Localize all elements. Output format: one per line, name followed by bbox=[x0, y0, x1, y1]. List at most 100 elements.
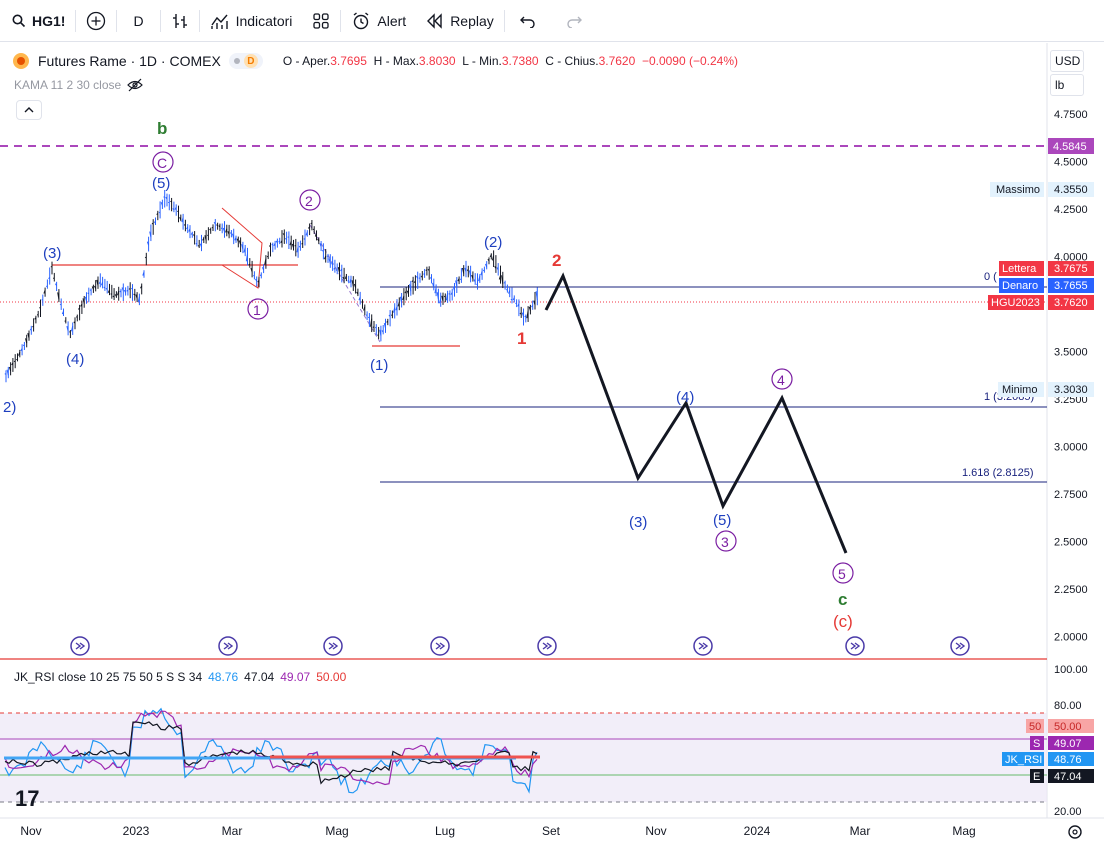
price-tick-label: 4.5000 bbox=[1054, 157, 1088, 169]
event-marker-icon[interactable] bbox=[537, 636, 557, 656]
price-bar-tick bbox=[498, 275, 501, 280]
currency-unit-selector: USD lb bbox=[1050, 50, 1084, 98]
price-bar-tick bbox=[213, 221, 216, 225]
kama-label: KAMA 11 2 30 close bbox=[14, 78, 122, 92]
high-value: 3.8030 bbox=[418, 54, 456, 68]
price-bar-tick bbox=[117, 290, 120, 296]
event-marker-icon[interactable] bbox=[323, 636, 343, 656]
symbol-search-button[interactable]: HG1! bbox=[0, 0, 75, 42]
price-bar-tick bbox=[160, 202, 163, 206]
interval-button[interactable]: D bbox=[117, 0, 159, 42]
add-circle-icon bbox=[87, 11, 106, 30]
alert-button[interactable]: Alert bbox=[341, 0, 416, 42]
indicators-button[interactable]: Indicatori bbox=[200, 0, 303, 42]
price-bar-tick bbox=[13, 360, 16, 363]
time-axis-label: Set bbox=[542, 824, 561, 838]
price-bar-tick bbox=[275, 240, 278, 244]
price-bar-tick bbox=[6, 369, 9, 376]
fib-0-label: 0 ( bbox=[984, 271, 997, 283]
price-bar-tick bbox=[491, 255, 495, 261]
price-bar-tick bbox=[234, 237, 237, 241]
price-bar-tick bbox=[59, 303, 62, 306]
open-label: O - Aper. bbox=[282, 54, 331, 68]
price-bar-tick bbox=[420, 275, 423, 278]
divider bbox=[75, 9, 77, 32]
price-bar-tick bbox=[402, 295, 405, 301]
price-bar-tick bbox=[25, 338, 28, 344]
undo-icon bbox=[519, 16, 535, 28]
event-marker-icon[interactable] bbox=[845, 636, 865, 656]
price-bar-tick bbox=[370, 318, 373, 327]
price-bar-tick bbox=[448, 293, 451, 295]
price-bar-tick bbox=[20, 348, 23, 352]
price-bar-tick bbox=[91, 286, 94, 290]
price-tick-label: 4.7500 bbox=[1054, 109, 1088, 121]
collapse-legend-button[interactable] bbox=[16, 100, 42, 120]
chart-legend: Futures Rame · 1D · COMEX D O - Aper.3.7… bbox=[12, 52, 738, 70]
close-label: C - Chius. bbox=[545, 54, 599, 68]
price-bar-tick bbox=[57, 292, 60, 300]
price-bar-tick bbox=[526, 310, 529, 319]
contract-badge bbox=[1048, 295, 1094, 310]
price-bar-tick bbox=[218, 225, 221, 228]
price-bar-tick bbox=[517, 303, 520, 307]
price-bar-tick bbox=[319, 243, 322, 247]
compare-symbol-button[interactable] bbox=[76, 0, 116, 42]
replay-button[interactable]: Replay bbox=[416, 0, 504, 42]
price-bar-tick bbox=[119, 290, 122, 293]
rsi-e-label: E bbox=[1033, 771, 1040, 783]
redo-button[interactable] bbox=[551, 0, 597, 42]
price-bar-tick bbox=[519, 312, 522, 315]
price-bar-tick bbox=[282, 233, 285, 236]
rsi-value-1: 48.76 bbox=[208, 670, 239, 684]
price-bar-tick bbox=[94, 285, 97, 289]
triangle-drawing[interactable] bbox=[221, 207, 263, 289]
market-status-badge[interactable]: D bbox=[228, 53, 263, 69]
price-bar-tick bbox=[45, 285, 48, 288]
price-bar-tick bbox=[441, 295, 444, 302]
price-bar-tick bbox=[96, 279, 99, 286]
price-bar-tick bbox=[436, 292, 439, 300]
event-marker-icon[interactable] bbox=[950, 636, 970, 656]
divider bbox=[198, 9, 200, 32]
minimo-label: Minimo bbox=[1002, 384, 1037, 396]
event-marker-icon[interactable] bbox=[430, 636, 450, 656]
time-axis: Nov 2023 Mar Mag Lug Set Nov 2024 Mar Mag bbox=[20, 824, 975, 838]
gear-icon[interactable] bbox=[1068, 825, 1082, 839]
rsi-legend-label: JK_RSI close 10 25 75 50 5 S S 34 bbox=[14, 670, 203, 684]
price-bar-tick bbox=[135, 294, 138, 299]
wave-label-red2: 2 bbox=[552, 251, 561, 270]
wave-projection-path[interactable] bbox=[544, 272, 848, 554]
templates-button[interactable] bbox=[302, 0, 340, 42]
price-bar-tick bbox=[381, 330, 384, 333]
price-bar-tick bbox=[508, 290, 511, 294]
kama-indicator-legend[interactable]: KAMA 11 2 30 close bbox=[14, 78, 144, 92]
wave-label-paren1: (1) bbox=[370, 357, 388, 374]
symbol-title[interactable]: Futures Rame · 1D · COMEX bbox=[38, 53, 221, 69]
contract-label: HGU2023 bbox=[991, 297, 1040, 309]
unit-button[interactable]: lb bbox=[1050, 74, 1084, 96]
dashed-trend-line[interactable] bbox=[309, 224, 381, 343]
price-bar-tick bbox=[11, 362, 14, 366]
price-bar-tick bbox=[4, 373, 7, 375]
undo-button[interactable] bbox=[505, 0, 551, 42]
price-bar-tick bbox=[459, 278, 462, 280]
event-marker-icon[interactable] bbox=[70, 636, 90, 656]
currency-button[interactable]: USD bbox=[1050, 50, 1084, 72]
event-marker-icon[interactable] bbox=[693, 636, 713, 656]
price-bar-tick bbox=[197, 245, 200, 247]
lettera-value: 3.7675 bbox=[1054, 263, 1088, 275]
rsi-jk-value: 48.76 bbox=[1054, 754, 1082, 766]
price-bar-tick bbox=[100, 281, 104, 286]
price-bar-tick bbox=[268, 245, 271, 248]
rsi-value-4: 50.00 bbox=[316, 670, 347, 684]
event-marker-icon[interactable] bbox=[218, 636, 238, 656]
rsi-legend[interactable]: JK_RSI close 10 25 75 50 5 S S 34 48.76 … bbox=[14, 670, 346, 684]
chart-type-button[interactable] bbox=[161, 0, 199, 42]
price-bar-tick bbox=[8, 366, 12, 372]
denaro-value: 3.7655 bbox=[1054, 280, 1088, 292]
wave-label-5-top: (5) bbox=[152, 175, 170, 192]
price-bar-tick bbox=[257, 280, 260, 283]
eye-hidden-icon[interactable] bbox=[127, 78, 144, 92]
